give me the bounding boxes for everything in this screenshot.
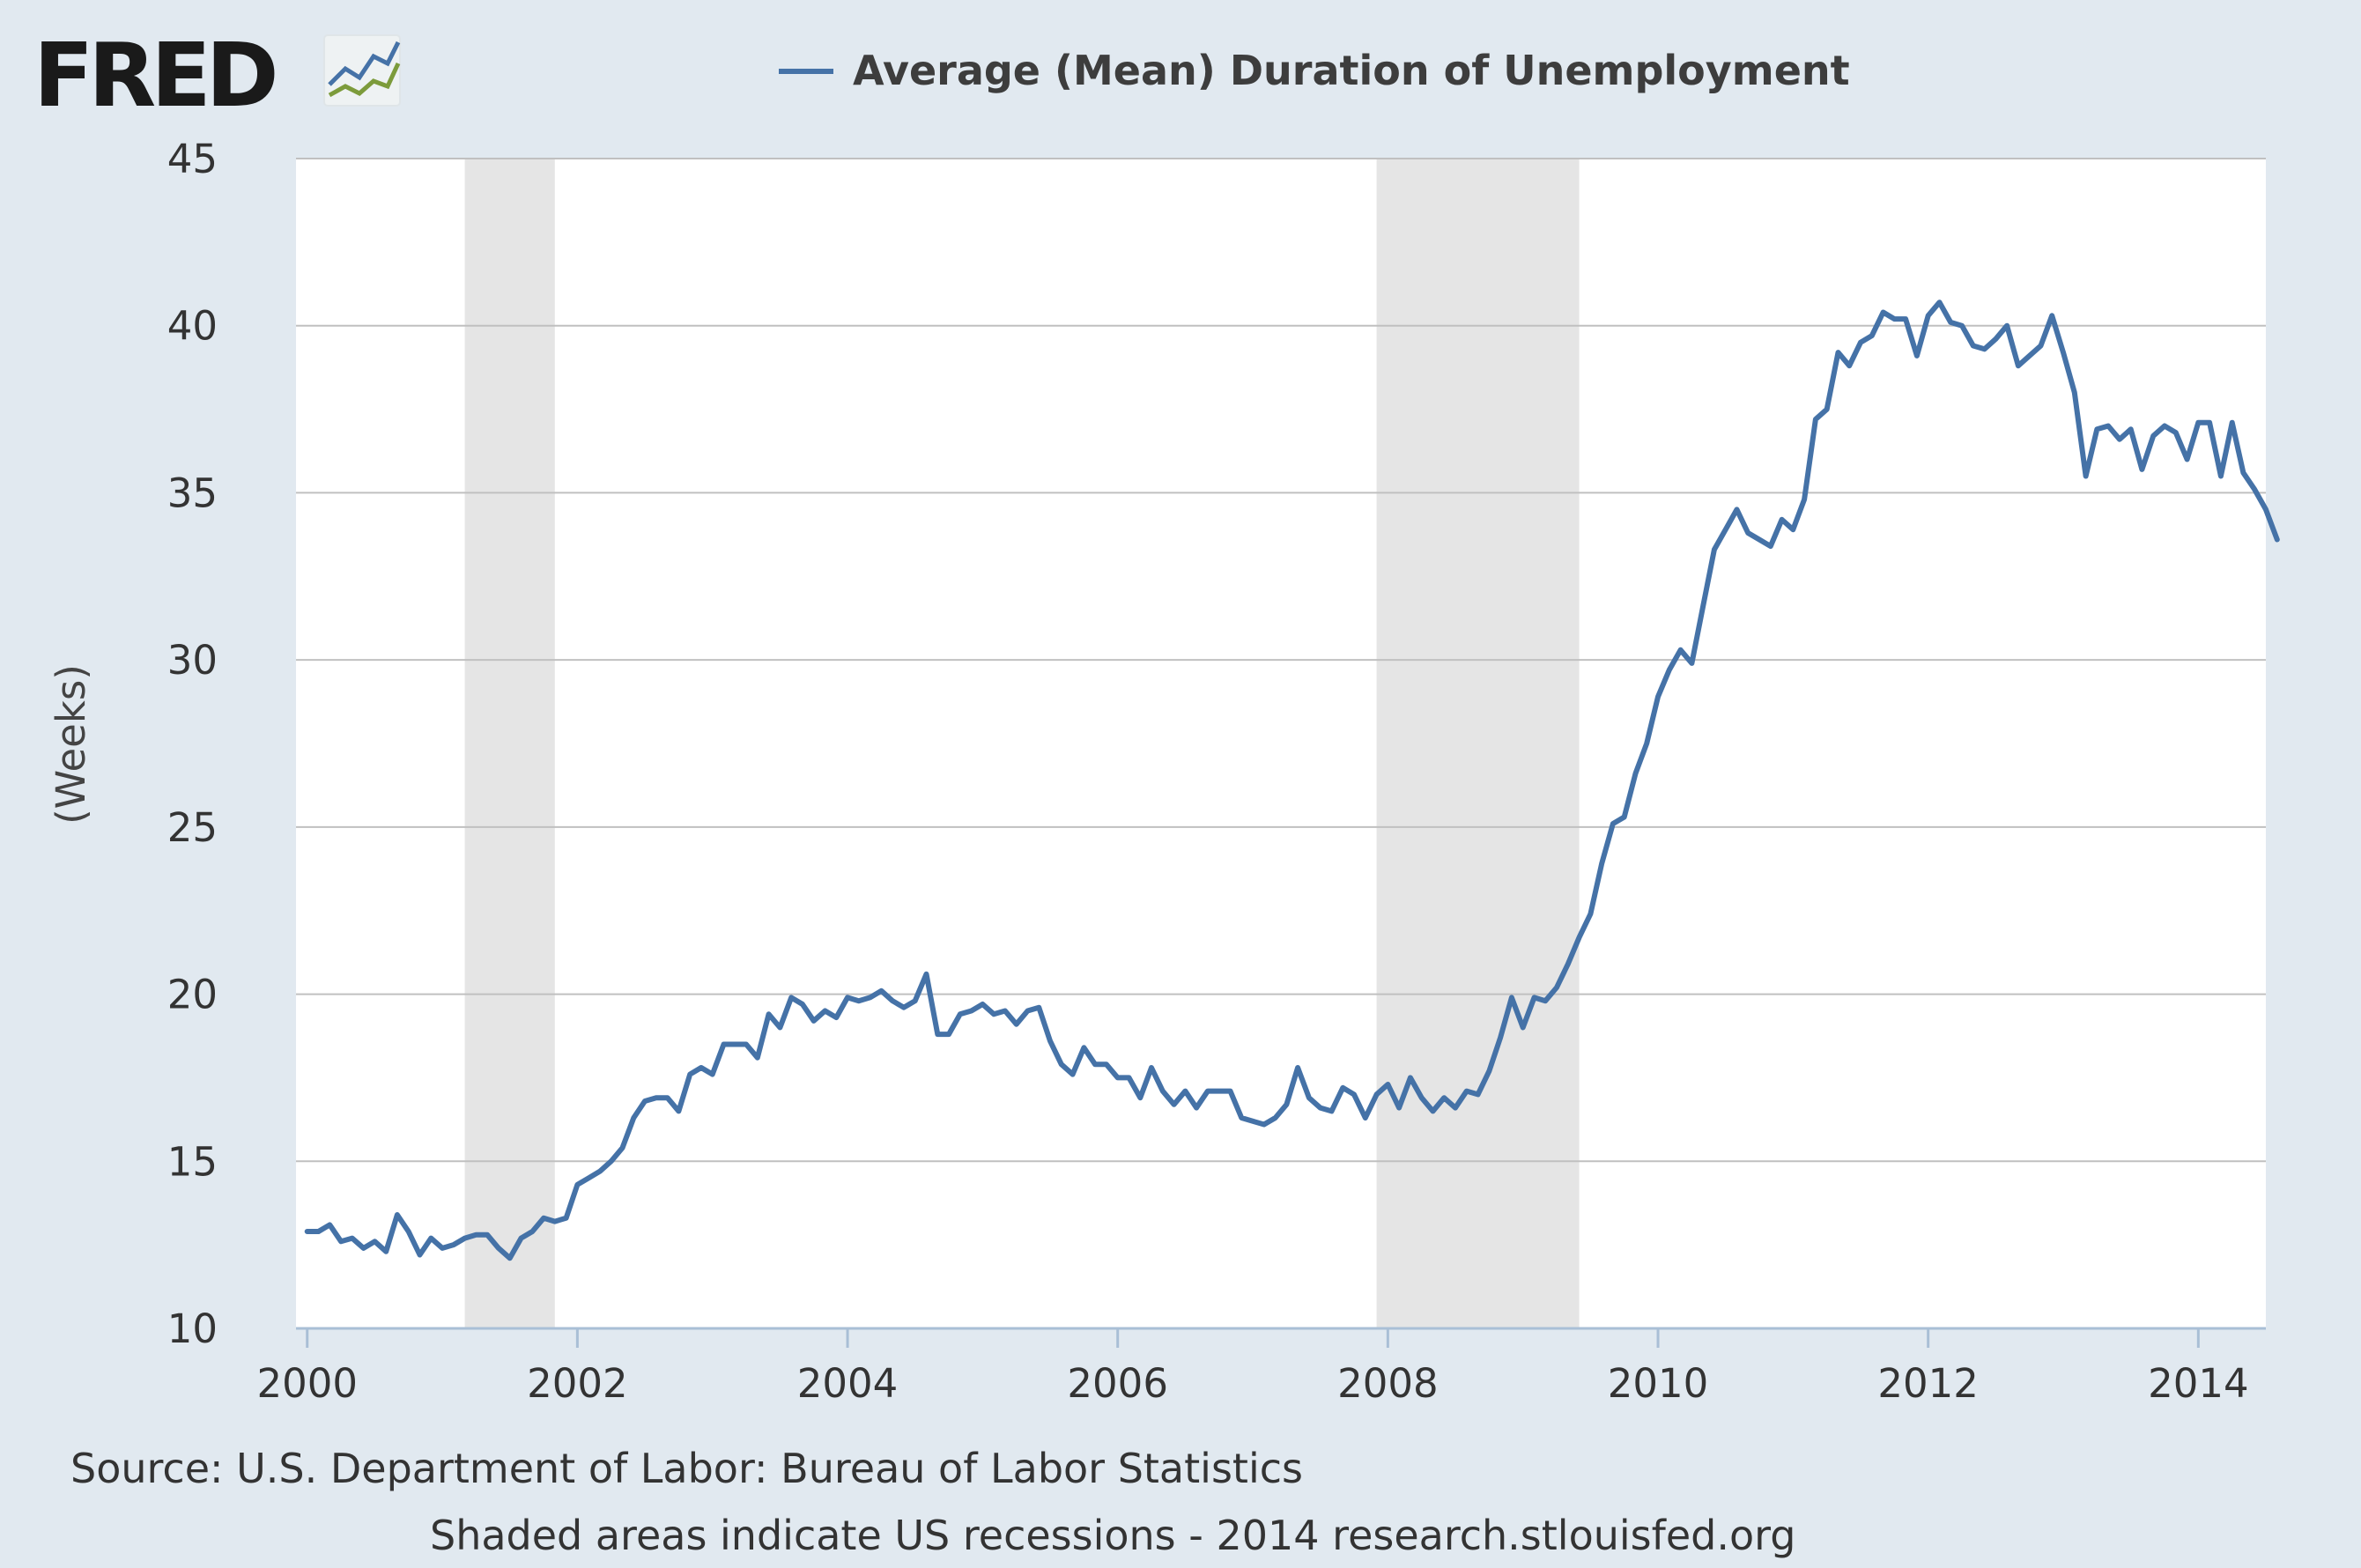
x-tick-label: 2012 [1877,1360,1979,1407]
source-note: Source: U.S. Department of Labor: Bureau… [70,1445,1303,1492]
y-tick-label: 15 [167,1138,218,1185]
y-tick-label: 30 [167,637,218,684]
recession-band-1 [464,159,555,1328]
plot-background [296,159,2266,1328]
gridlines [296,158,2266,1163]
y-tick-label: 35 [167,470,218,516]
x-tick-label: 2014 [2148,1360,2249,1407]
plot-area: 10 15 20 25 30 35 40 45 2000 2002 2004 2006 2008 201… [167,136,2280,1407]
y-tick-label: 25 [167,804,218,851]
x-tick-label: 2006 [1067,1360,1168,1407]
y-tick-label: 20 [167,972,218,1018]
y-axis-title: (Weeks) [48,664,94,825]
x-tick-label: 2010 [1608,1360,1709,1407]
series-line-1 [304,300,2280,1261]
legend-label: Average (Mean) Duration of Unemployment [853,47,1850,94]
recession-bands [464,159,1580,1328]
y-tick-label: 45 [167,136,218,182]
x-tick-label: 2008 [1337,1360,1439,1407]
logo-blue-line-icon [328,41,401,86]
legend: Average (Mean) Duration of Unemployment [779,47,1850,94]
y-tick-label: 10 [167,1305,218,1352]
recession-note: Shaded areas indicate US recessions - 20… [430,1512,1795,1559]
fred-logo-text: FRED [33,24,275,127]
x-tick-label: 2002 [527,1360,628,1407]
x-axis-ticks: 2000 2002 2004 2006 2008 2010 2012 2014 [256,1328,2249,1407]
recession-band-2 [1376,159,1580,1328]
y-tick-label: 40 [167,303,218,350]
fred-logo: FRED [33,24,401,127]
x-tick-label: 2004 [797,1360,899,1407]
logo-green-line-icon [328,62,401,98]
y-axis-ticks: 10 15 20 25 30 35 40 45 [167,136,218,1352]
x-tick-label: 2000 [256,1360,358,1407]
series-layer [304,300,2280,1261]
